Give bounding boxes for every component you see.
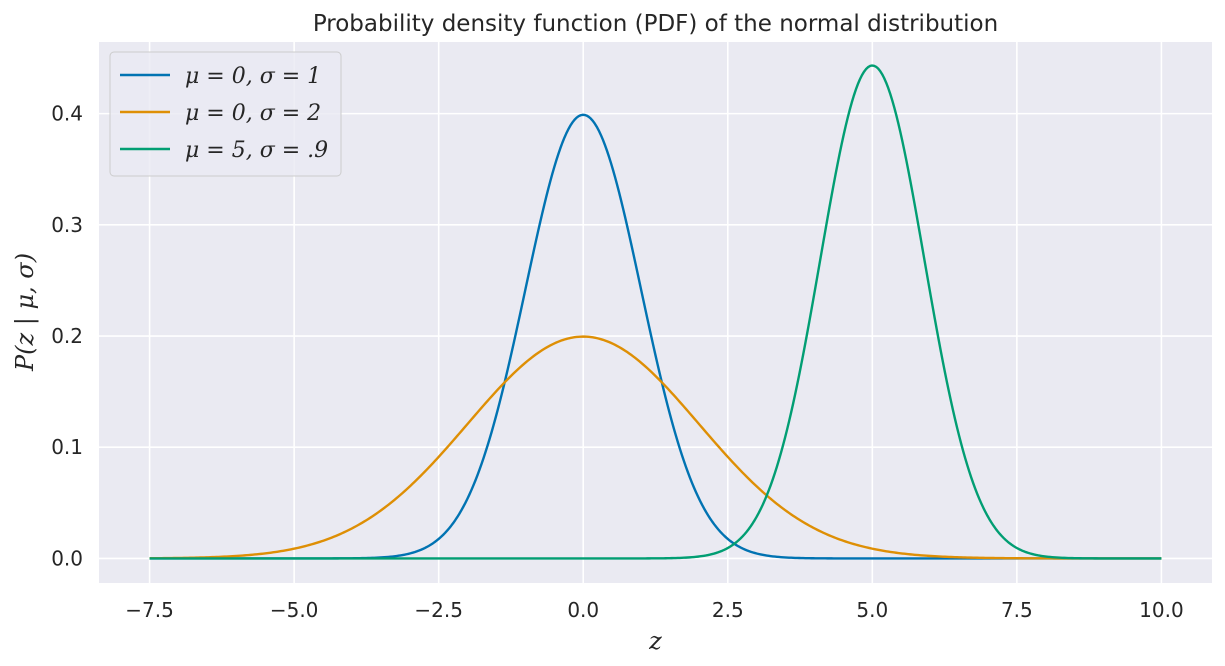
legend: μ = 0, σ = 1 μ = 0, σ = 2 μ = 5, σ = .9 — [109, 51, 342, 177]
legend-label-1: μ = 0, σ = 1 — [185, 64, 321, 89]
legend-box — [109, 51, 342, 177]
x-tick-label: 10.0 — [1139, 598, 1184, 622]
y-tick-label: 0.1 — [51, 435, 83, 459]
legend-label-3: μ = 5, σ = .9 — [185, 138, 328, 163]
y-tick-label: 0.3 — [51, 213, 83, 237]
chart-title: Probability density function (PDF) of th… — [313, 11, 998, 37]
x-tick-label: −5.0 — [270, 598, 319, 622]
x-tick-label: −7.5 — [125, 598, 174, 622]
x-axis-label: z — [648, 627, 662, 655]
x-tick-label: 2.5 — [712, 598, 744, 622]
y-tick-label: 0.4 — [51, 102, 83, 126]
x-tick-label: 7.5 — [1001, 598, 1033, 622]
y-tick-labels: 0.0 0.1 0.2 0.3 0.4 — [51, 102, 83, 571]
y-tick-label: 0.0 — [51, 546, 83, 570]
legend-label-2: μ = 0, σ = 2 — [185, 101, 321, 126]
x-tick-labels: −7.5 −5.0 −2.5 0.0 2.5 5.0 7.5 10.0 — [125, 598, 1183, 622]
series-line-2 — [149, 335, 1162, 560]
x-tick-label: 5.0 — [856, 598, 888, 622]
series-lines — [149, 64, 1162, 560]
x-tick-label: 0.0 — [567, 598, 599, 622]
x-tick-label: −2.5 — [414, 598, 463, 622]
y-axis-label: P(z | μ, σ) — [11, 253, 40, 372]
y-tick-label: 0.2 — [51, 324, 83, 348]
series-line-3 — [149, 64, 1162, 560]
